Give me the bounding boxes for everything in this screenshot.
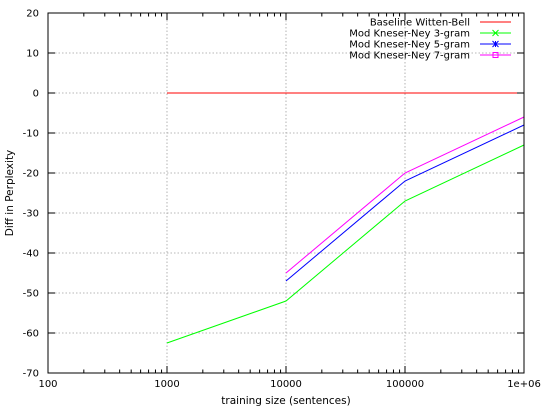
y-tick-label: 20 bbox=[26, 9, 39, 20]
y-tick-label: 0 bbox=[33, 89, 39, 100]
y-tick-label: -20 bbox=[23, 169, 39, 180]
legend-label-1: Baseline Witten-Bell bbox=[370, 18, 470, 29]
y-tick-label: -60 bbox=[23, 329, 39, 340]
x-tick-label: 100000 bbox=[386, 379, 424, 390]
y-axis-label: Diff in Perplexity bbox=[4, 150, 16, 237]
series-group bbox=[166, 92, 525, 344]
x-tick-label: 10000 bbox=[270, 379, 302, 390]
tick-labels: 100 1000 10000 100000 1e+0620100-10-20-30-40… bbox=[23, 9, 541, 391]
legend-label-3: Mod Kneser-Ney 5-gram bbox=[349, 40, 470, 51]
ticks bbox=[47, 12, 525, 374]
x-axis-label: training size (sentences) bbox=[221, 395, 350, 407]
series-line-3 bbox=[285, 124, 525, 282]
y-tick-label: -10 bbox=[23, 129, 39, 140]
series-line-4 bbox=[285, 116, 525, 274]
legend-label-2: Mod Kneser-Ney 3-gram bbox=[349, 29, 470, 40]
y-tick-label: -30 bbox=[23, 209, 39, 220]
y-tick-label: -70 bbox=[23, 369, 39, 380]
legend-marker-4 bbox=[492, 52, 499, 58]
legend-marker-2 bbox=[492, 29, 499, 37]
y-tick-label: -50 bbox=[23, 289, 39, 300]
x-tick-label: 1e+06 bbox=[507, 379, 541, 390]
x-tick-label: 1000 bbox=[154, 379, 179, 390]
y-tick-label: 10 bbox=[26, 49, 39, 60]
x-tick-label: 100 bbox=[38, 379, 57, 390]
legend-marker-3 bbox=[492, 40, 499, 48]
series-line-2 bbox=[166, 144, 525, 344]
legend-label-4: Mod Kneser-Ney 7-gram bbox=[349, 51, 470, 62]
y-tick-label: -40 bbox=[23, 249, 39, 260]
